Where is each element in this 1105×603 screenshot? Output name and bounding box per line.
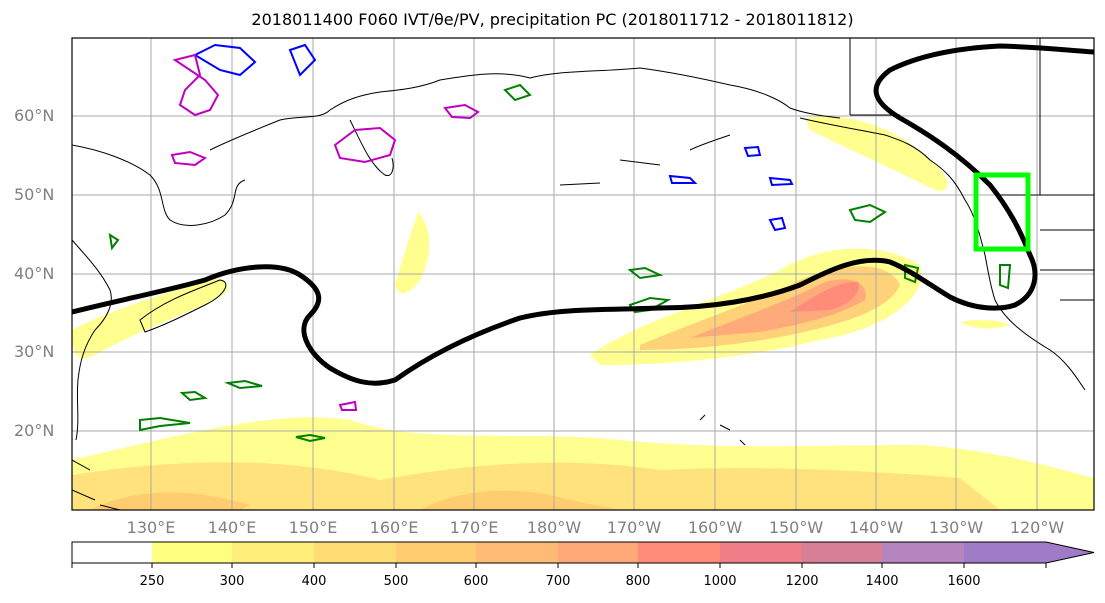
lon-label: 130°W [928,518,984,537]
map-title: 2018011400 F060 IVT/θe/PV, precipitation… [251,10,854,29]
colorbar-tick-label: 600 [463,574,489,589]
colorbar-tick-label: 1600 [947,574,981,589]
coastlines [72,38,1094,510]
colorbar-tick-label: 800 [625,574,651,589]
lat-label: 30°N [14,342,55,361]
colorbar-tick-label: 1200 [785,574,819,589]
lon-label: 130°E [126,518,176,537]
colorbar-tick-label: 400 [301,574,327,589]
ivt-shading [72,116,1094,510]
graticule [72,38,1094,510]
colorbar-tick-label: 300 [219,574,245,589]
colorbar [71,541,1095,568]
colorbar-tick-label: 250 [139,574,165,589]
theta-e-contour [72,43,1094,386]
pv-contours [108,43,1012,443]
lon-label: 140°W [848,518,904,537]
map-layers [72,38,1094,510]
lat-label: 50°N [14,185,55,204]
lat-label: 20°N [14,421,55,440]
lon-label: 170°E [449,518,499,537]
lon-label: 120°W [1009,518,1065,537]
lon-label: 150°E [288,518,338,537]
colorbar-tick-label: 700 [545,574,571,589]
region-highlight-box [973,172,1031,252]
lat-label: 60°N [14,106,55,125]
colorbar-tick-label: 1400 [865,574,899,589]
map-frame [71,37,1095,511]
lon-label: 160°E [369,518,419,537]
colorbar-tick-label: 500 [383,574,409,589]
lon-label: 180°W [526,518,582,537]
lon-label: 140°E [207,518,257,537]
lon-label: 160°W [687,518,743,537]
lon-label: 170°W [606,518,662,537]
colorbar-tick-label: 1000 [703,574,737,589]
lat-label: 40°N [14,264,55,283]
lon-label: 150°W [768,518,824,537]
